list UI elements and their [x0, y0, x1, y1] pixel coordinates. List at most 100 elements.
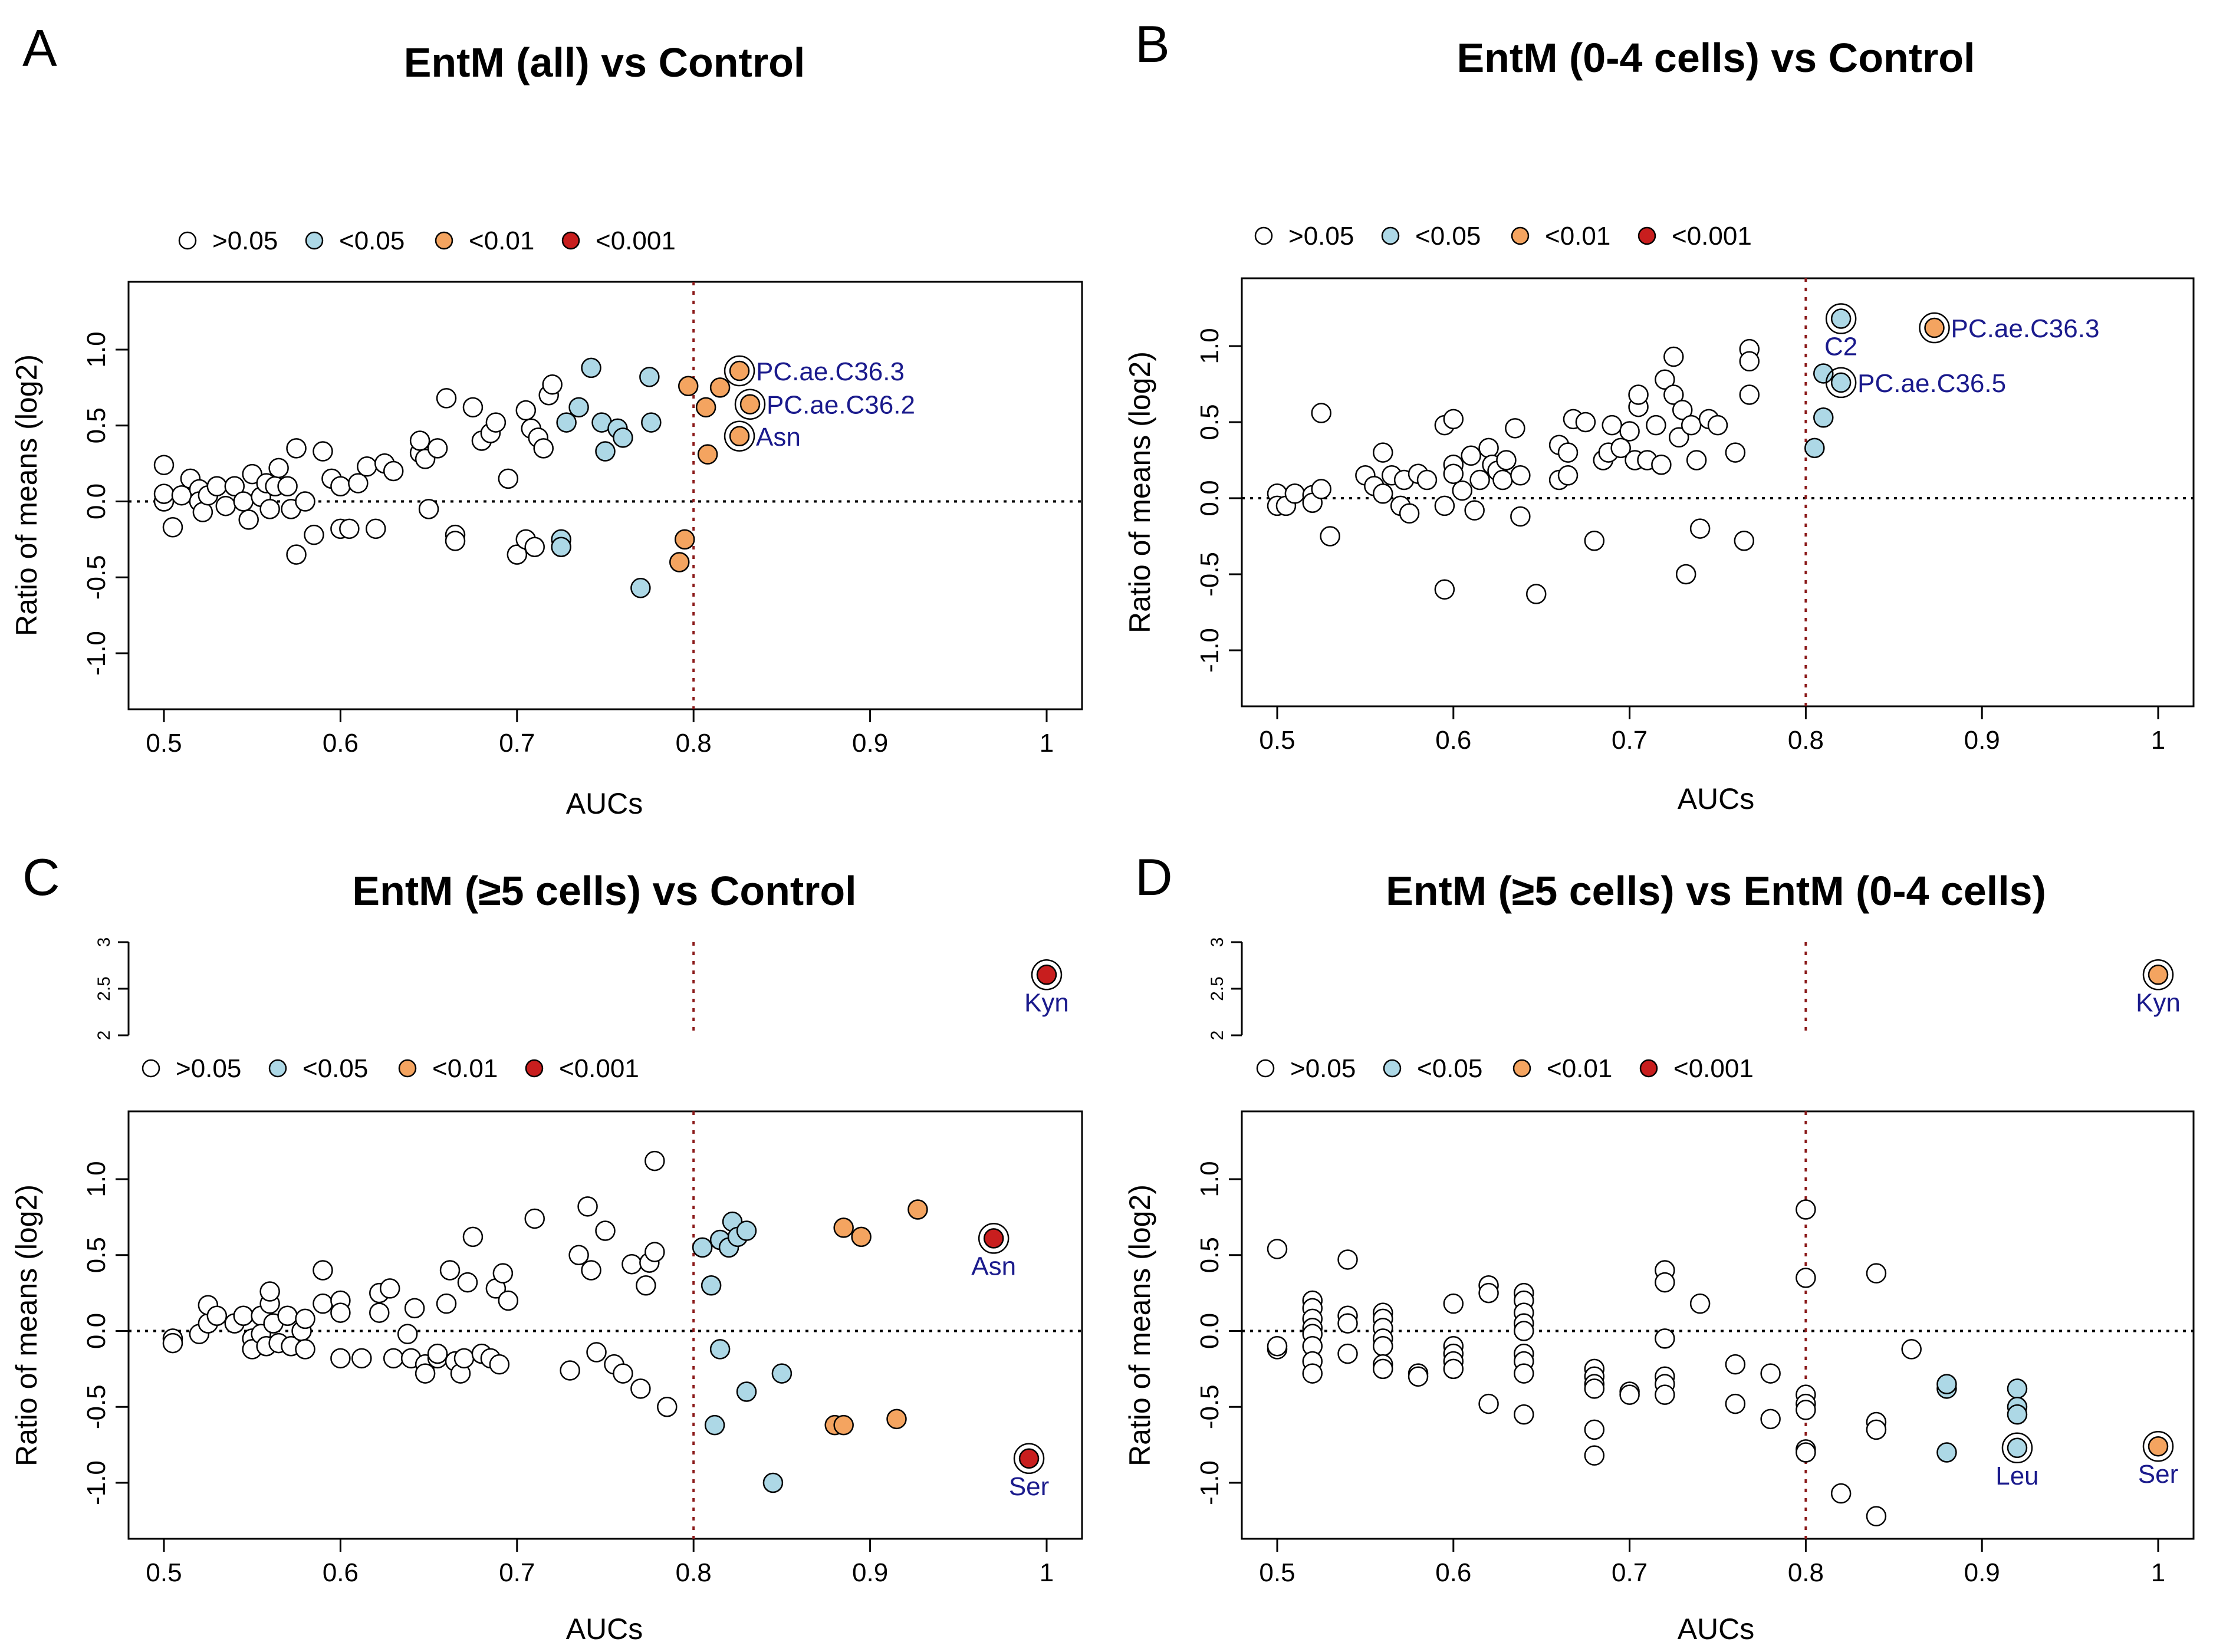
point-label: PC.ae.C36.5 — [1857, 369, 2006, 398]
data-point-ns — [1663, 384, 1684, 405]
data-point-p05 — [701, 1275, 722, 1296]
legend-marker-p001 — [525, 1059, 544, 1078]
legend-label: >0.05 — [1288, 222, 1354, 251]
data-point-p01 — [669, 552, 690, 572]
upper-y-tick-label: 3 — [1208, 937, 1227, 947]
y-tick-label: 0.5 — [82, 407, 111, 443]
y-tick-label: -0.5 — [82, 555, 111, 600]
data-point-ns — [383, 1348, 404, 1369]
plot-frame — [127, 281, 1083, 710]
data-point-ns — [524, 1208, 545, 1229]
upper-y-tick-label: 3 — [94, 937, 114, 947]
data-point-ns — [1655, 1384, 1675, 1405]
upper-y-tick-label: 2.5 — [94, 976, 114, 1001]
data-point-ns — [415, 1363, 436, 1384]
data-point-ns — [1514, 1404, 1534, 1425]
data-point-ns — [1284, 483, 1306, 504]
x-tick-label: 0.8 — [676, 729, 712, 758]
panel-d: D EntM (≥5 cells) vs EntM (0-4 cells) >0.0… — [1123, 848, 2195, 1646]
highlight-ring — [1825, 367, 1857, 399]
data-point-ns — [1478, 1282, 1499, 1304]
highlight-ring — [1825, 303, 1857, 334]
legend-label: <0.01 — [469, 226, 534, 255]
data-point-p05 — [1830, 308, 1852, 329]
data-point-ns — [366, 518, 386, 539]
highlight-ring — [734, 389, 766, 420]
data-point-ns — [369, 1302, 390, 1323]
data-point-ns — [348, 473, 369, 493]
data-point-ns — [1796, 1199, 1816, 1220]
panel-letter: A — [22, 19, 57, 77]
panel-letter: D — [1135, 848, 1173, 906]
data-point-ns — [1619, 421, 1640, 442]
data-point-ns — [462, 397, 484, 418]
x-tick-label: 0.8 — [1788, 726, 1824, 755]
data-point-ns — [507, 544, 528, 565]
point-label: Ser — [1009, 1472, 1049, 1501]
data-point-p05 — [641, 412, 662, 433]
data-point-ns — [1686, 450, 1707, 470]
data-point-ns — [153, 455, 175, 475]
data-point-ns — [630, 1378, 651, 1399]
data-point-ns — [439, 1260, 461, 1281]
data-point-ns — [445, 531, 466, 551]
data-point-ns — [1725, 1354, 1746, 1375]
x-tick-label: 0.6 — [1435, 726, 1471, 755]
x-tick-label: 0.5 — [1259, 1558, 1295, 1587]
data-point-p01 — [2148, 965, 2169, 985]
legend-label: <0.001 — [559, 1054, 639, 1083]
data-point-ns — [206, 1305, 228, 1326]
data-point-ns — [1311, 403, 1331, 423]
data-point-ns — [577, 1196, 598, 1217]
legend-marker-p05 — [268, 1059, 287, 1078]
highlight-ring — [724, 420, 755, 452]
data-point-p05 — [1804, 437, 1825, 459]
point-label: PC.ae.C36.2 — [767, 391, 915, 420]
data-point-p01 — [851, 1226, 872, 1248]
point-label: Asn — [971, 1252, 1016, 1281]
data-point-ns — [286, 544, 307, 565]
data-point-ns — [238, 509, 259, 530]
data-point-p05 — [630, 578, 651, 598]
data-point-ns — [409, 430, 430, 451]
data-point-ns — [1267, 1336, 1288, 1357]
y-tick-label: 1.0 — [1195, 328, 1224, 364]
data-point-p01 — [739, 394, 761, 414]
point-label: Ser — [2138, 1460, 2178, 1489]
data-point-ns — [586, 1342, 607, 1363]
legend-marker-p01 — [398, 1059, 417, 1078]
highlight-ring — [2142, 959, 2174, 990]
panel-title: EntM (0-4 cells) vs Control — [1456, 35, 1975, 81]
legend-label: <0.01 — [1545, 222, 1610, 251]
data-point-p05 — [2007, 1437, 2028, 1459]
y-tick-label: 1.0 — [82, 1161, 111, 1197]
data-point-ns — [1619, 1384, 1640, 1405]
data-point-p05 — [704, 1414, 725, 1436]
plot-frame — [1241, 1110, 2195, 1540]
data-point-ns — [1707, 414, 1728, 436]
y-tick-label: 0.0 — [1195, 480, 1224, 516]
data-point-ns — [1796, 1268, 1816, 1288]
y-tick-label: 0.0 — [82, 1313, 111, 1349]
x-tick-label: 0.5 — [1259, 726, 1295, 755]
data-point-ns — [1452, 480, 1472, 501]
data-point-ns — [330, 1348, 351, 1369]
data-point-ns — [233, 1305, 254, 1326]
data-point-ns — [1478, 437, 1499, 459]
data-point-ns — [215, 495, 236, 516]
data-point-ns — [277, 476, 298, 496]
data-point-ns — [657, 1397, 678, 1417]
data-point-p001 — [983, 1228, 1004, 1249]
x-tick-label: 0.9 — [1964, 726, 2000, 755]
panel-title: EntM (all) vs Control — [404, 40, 805, 85]
legend-label: >0.05 — [176, 1054, 241, 1083]
data-point-p01 — [729, 360, 750, 381]
data-point-ns — [153, 483, 175, 504]
data-point-p05 — [581, 357, 601, 379]
data-point-ns — [492, 1263, 514, 1284]
data-point-ns — [1408, 1366, 1429, 1387]
data-point-p05 — [639, 367, 660, 387]
x-tick-label: 0.5 — [146, 729, 182, 758]
data-point-ns — [1443, 1293, 1464, 1314]
data-point-ns — [560, 1360, 580, 1381]
